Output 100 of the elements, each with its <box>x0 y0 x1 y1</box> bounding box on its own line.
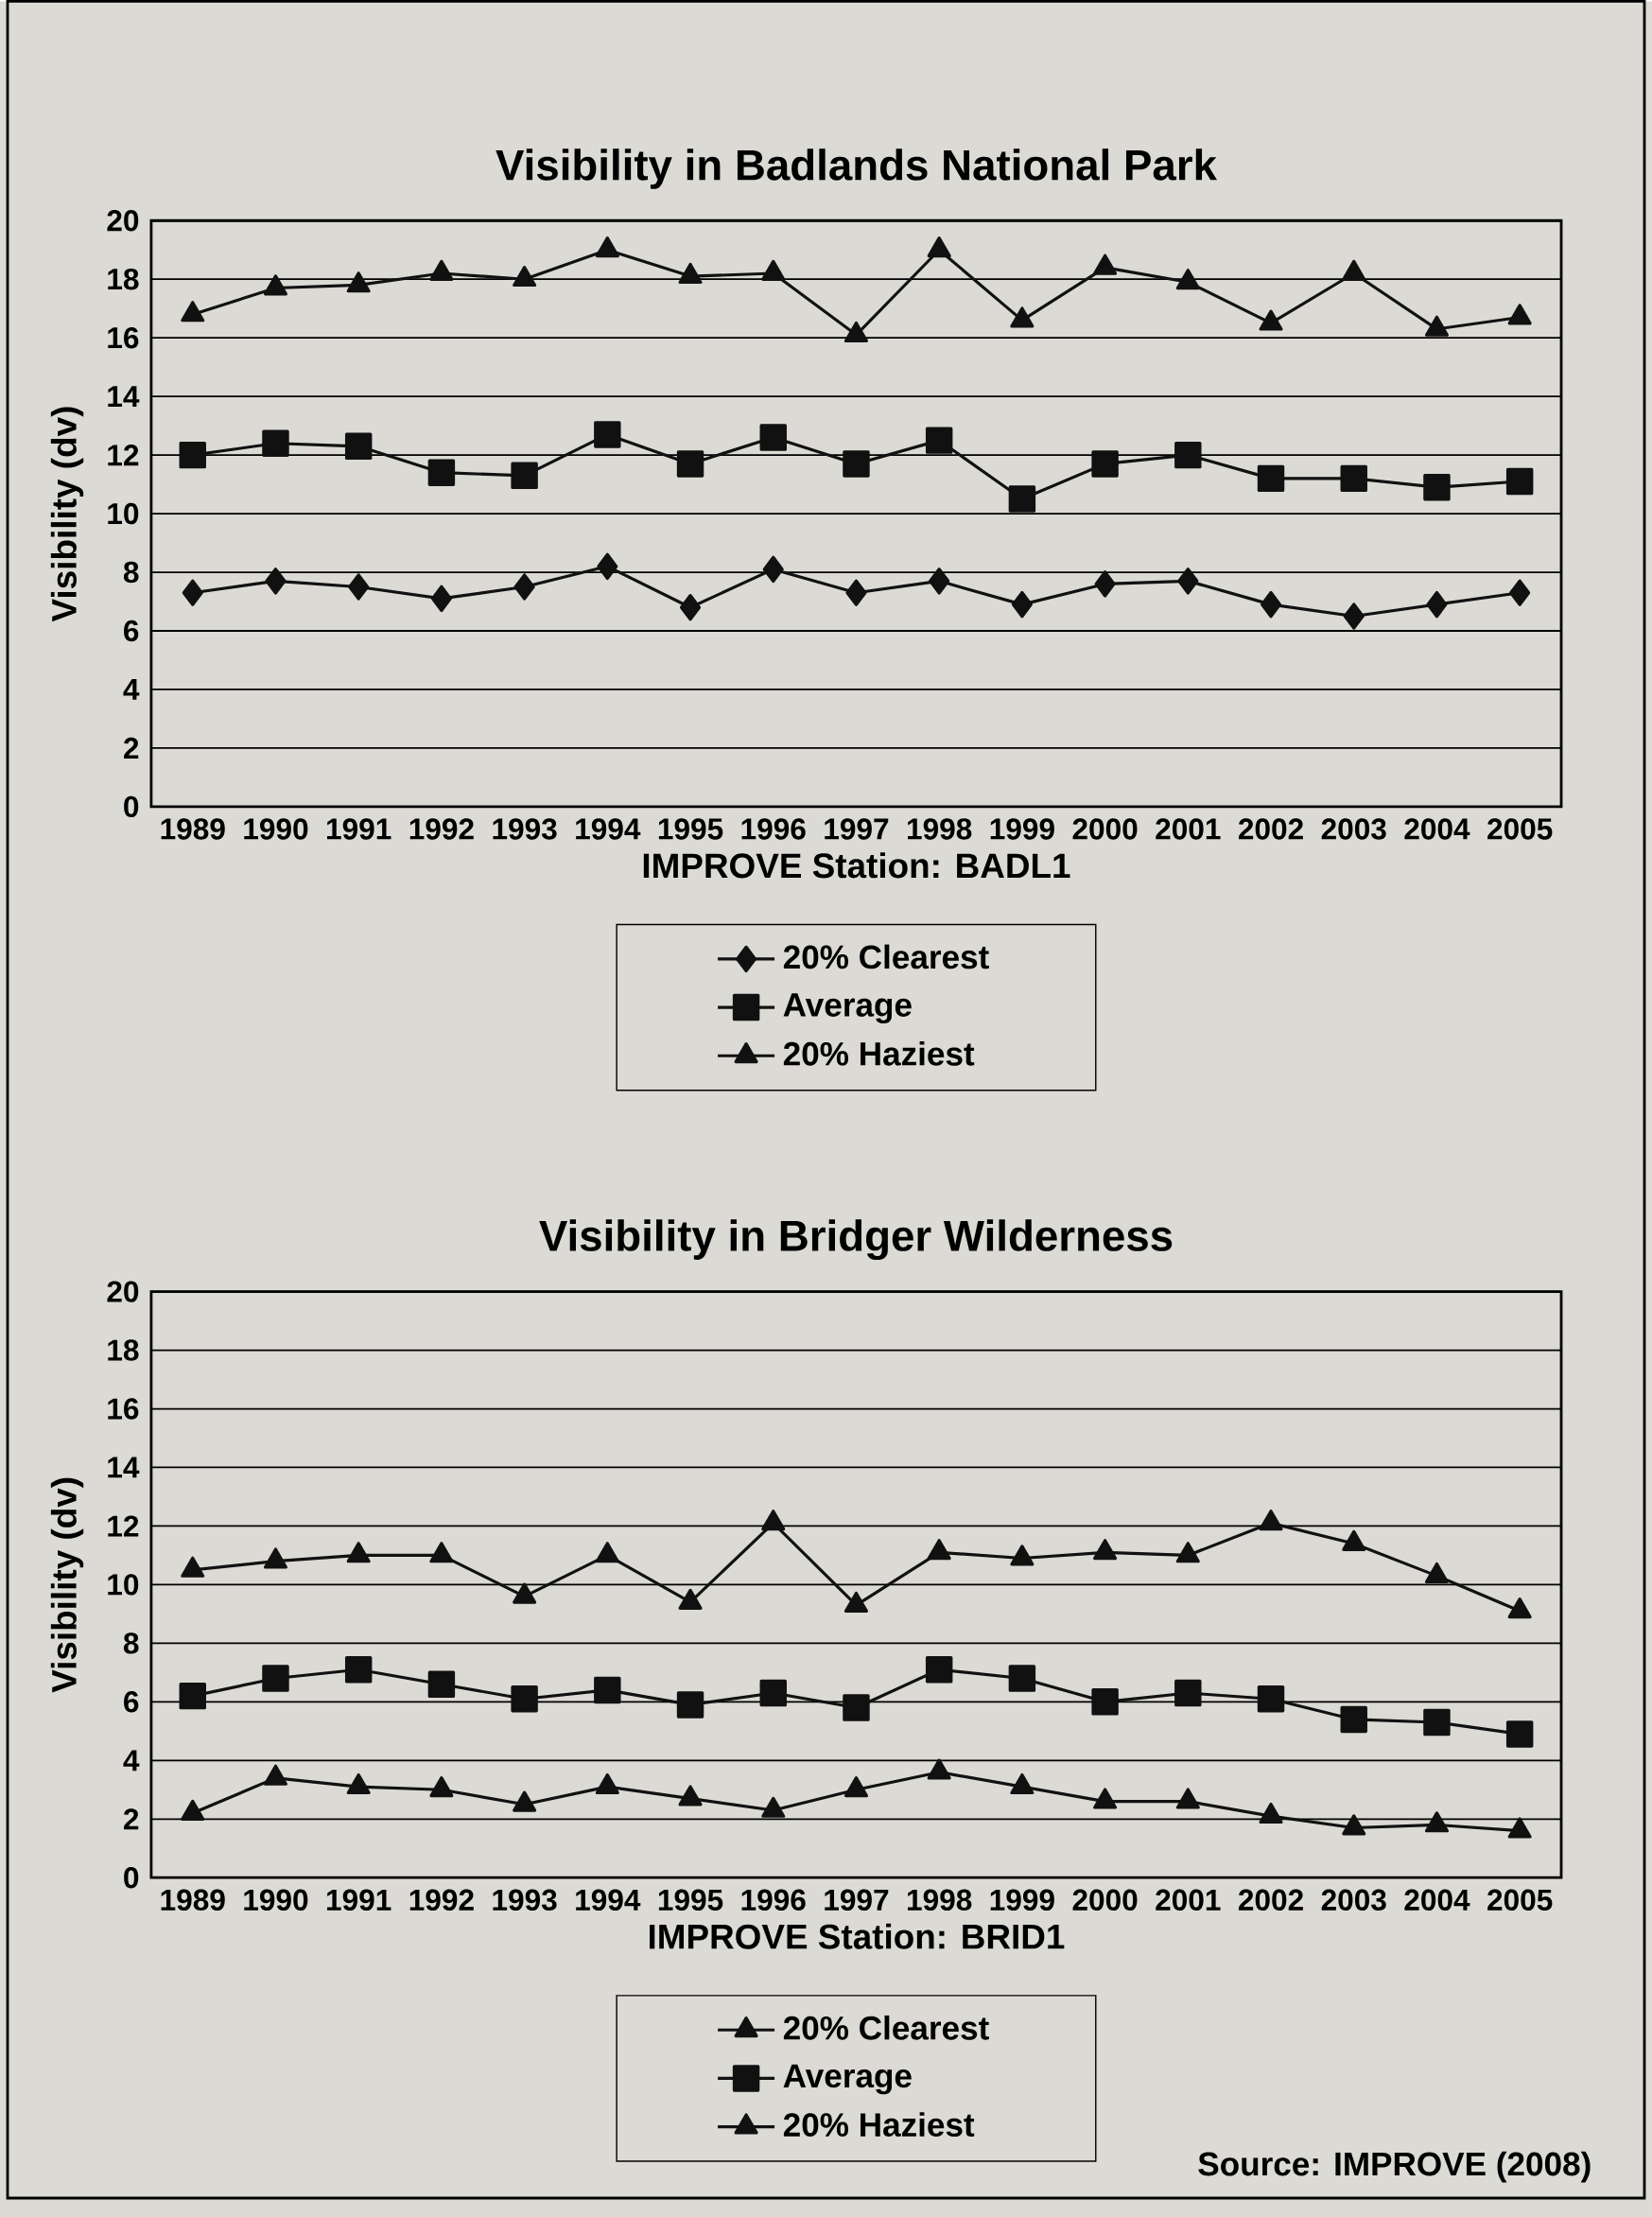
y-axis-title: Visibility (dv) <box>50 1477 84 1693</box>
point <box>845 579 867 606</box>
point <box>346 1542 371 1563</box>
y-tick-label: 6 <box>124 620 139 642</box>
point <box>927 236 951 258</box>
point <box>511 462 538 490</box>
point <box>679 593 702 621</box>
point <box>1175 269 1200 290</box>
point <box>1257 464 1285 493</box>
x-tick-label: 1992 <box>409 818 474 840</box>
x-tick-label: 1999 <box>990 1889 1054 1912</box>
x-tick-label: 1998 <box>908 818 972 840</box>
point <box>179 441 206 469</box>
point <box>761 1510 786 1531</box>
point <box>678 262 703 285</box>
point <box>927 1539 951 1561</box>
x-tick-label: 1990 <box>244 1889 308 1912</box>
point <box>1093 1788 1118 1809</box>
y-tick-label: 14 <box>108 1457 140 1478</box>
point <box>1259 1510 1283 1531</box>
point <box>676 450 704 478</box>
point <box>1010 306 1035 328</box>
x-axis-title: IMPROVE Station: BADL1 <box>643 852 1070 879</box>
point <box>1259 1802 1283 1824</box>
point <box>929 567 950 595</box>
y-tick-label: 20 <box>107 210 139 232</box>
point <box>1011 590 1033 619</box>
point <box>759 424 787 451</box>
point <box>263 1547 288 1569</box>
y-tick-label: 2 <box>124 737 139 759</box>
point <box>1507 1817 1532 1839</box>
x-tick-label: 1991 <box>327 1889 391 1912</box>
point <box>761 259 786 281</box>
y-tick-label: 12 <box>108 1515 139 1537</box>
point <box>181 1556 205 1578</box>
point <box>1177 567 1199 595</box>
y-tick-label: 12 <box>108 445 139 466</box>
point <box>1507 1597 1532 1619</box>
point <box>1342 1529 1366 1551</box>
x-tick-label: 1992 <box>409 1889 474 1912</box>
point <box>513 1790 537 1812</box>
y-tick-label: 18 <box>108 1339 139 1361</box>
x-tick-label: 1989 <box>161 1889 225 1912</box>
y-axis-title: Visibility (dv) <box>50 407 84 622</box>
point <box>429 1542 454 1563</box>
point <box>263 274 288 296</box>
point <box>843 1591 869 1613</box>
point <box>429 1776 454 1798</box>
y-tick-label: 8 <box>123 561 139 584</box>
point <box>1094 570 1116 598</box>
point <box>1509 579 1531 606</box>
y-tick-label: 20 <box>107 1281 139 1302</box>
point <box>346 271 371 293</box>
x-tick-label: 1994 <box>576 1889 641 1912</box>
x-tick-label: 2005 <box>1487 1889 1553 1912</box>
x-tick-label: 1995 <box>658 1889 723 1912</box>
point <box>1343 602 1365 630</box>
point <box>429 259 454 281</box>
point <box>181 301 205 323</box>
x-tick-label: 1995 <box>658 818 723 840</box>
y-tick-label: 0 <box>124 795 139 818</box>
point <box>762 555 784 584</box>
point <box>348 573 370 601</box>
x-tick-label: 2000 <box>1072 818 1138 840</box>
point <box>1093 253 1118 275</box>
point <box>513 265 537 288</box>
x-tick-label: 2001 <box>1156 1889 1221 1912</box>
point <box>595 1542 619 1563</box>
legend-label: Average <box>783 2064 912 2095</box>
y-tick-label: 2 <box>124 1808 139 1830</box>
point <box>1505 467 1534 496</box>
legend-label: 20% Clearest <box>783 944 989 969</box>
point <box>1175 1542 1200 1563</box>
point <box>513 573 535 601</box>
point <box>597 552 618 581</box>
y-tick-label: 16 <box>108 1398 139 1420</box>
x-axis-title: IMPROVE Station: BRID1 <box>650 1923 1065 1949</box>
y-tick-label: 6 <box>124 1691 139 1713</box>
x-tick-label: 2001 <box>1156 818 1221 840</box>
point <box>595 236 619 258</box>
point <box>346 1772 371 1795</box>
y-tick-label: 8 <box>123 1632 139 1654</box>
point <box>262 429 289 457</box>
point <box>594 421 621 448</box>
y-tick-label: 4 <box>123 1750 140 1772</box>
x-tick-label: 1993 <box>493 1889 557 1912</box>
y-tick-label: 0 <box>124 1867 139 1889</box>
point <box>1175 1788 1200 1809</box>
source-note: Source: IMPROVE (2008) <box>1198 2151 1591 2183</box>
point <box>1426 590 1448 619</box>
x-tick-label: 1996 <box>741 818 806 840</box>
legend-label: 20% Haziest <box>783 2112 975 2137</box>
x-tick-label: 1997 <box>825 818 889 840</box>
chart-title: Visibility in Bridger Wilderness <box>539 1219 1173 1261</box>
point <box>1342 259 1366 281</box>
x-tick-label: 1996 <box>741 1889 806 1912</box>
x-tick-label: 1999 <box>990 818 1054 840</box>
point <box>182 579 203 606</box>
x-tick-label: 2002 <box>1238 818 1303 840</box>
x-tick-label: 1994 <box>576 818 641 840</box>
